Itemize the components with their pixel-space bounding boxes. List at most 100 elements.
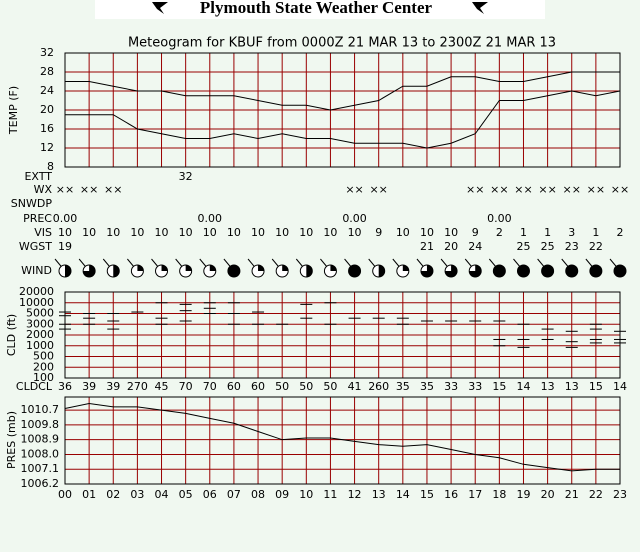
sky-cover: [65, 265, 71, 277]
x-tick-label: 12: [348, 488, 362, 501]
row-value: 50: [323, 380, 337, 393]
sky-cover: [469, 265, 482, 277]
row-value: ××: [80, 183, 98, 196]
sky-cover: [185, 265, 192, 271]
y-tick-label: 1007.1: [21, 462, 60, 475]
x-tick-label: 23: [613, 488, 627, 501]
sky-cover: [330, 265, 337, 271]
y-tick-label: 10000: [19, 296, 54, 309]
y-tick-label: 200: [33, 360, 54, 373]
row-value: 1: [544, 226, 551, 239]
row-value: 10: [155, 226, 169, 239]
row-label: WX: [34, 183, 53, 196]
row-value: 1: [520, 226, 527, 239]
series-line: [64, 403, 620, 472]
row-label: PREC: [23, 212, 52, 225]
x-tick-label: 19: [516, 488, 530, 501]
sky-cover: [565, 265, 578, 277]
x-tick-label: 03: [130, 488, 144, 501]
row-value: 21: [420, 240, 434, 253]
sky-cover: [306, 265, 313, 277]
plot-frame: [64, 291, 621, 379]
row-value: 41: [348, 380, 362, 393]
row-value: ××: [369, 183, 387, 196]
row-value: 9: [472, 226, 479, 239]
x-tick-label: 08: [251, 488, 265, 501]
row-value: 50: [275, 380, 289, 393]
y-tick-label: 1000: [26, 339, 54, 352]
row-value: 10: [323, 226, 337, 239]
x-tick-label: 22: [589, 488, 603, 501]
sky-cover: [348, 265, 361, 277]
sky-cover: [517, 265, 530, 277]
row-value: 60: [251, 380, 265, 393]
x-tick-label: 05: [179, 488, 193, 501]
y-tick-label: 1008.0: [21, 447, 60, 460]
row-value: 25: [541, 240, 555, 253]
sky-cover: [378, 265, 385, 277]
sky-cover: [161, 265, 168, 271]
row-value: 70: [179, 380, 193, 393]
header-box: [95, 0, 545, 19]
row-value: 39: [82, 380, 96, 393]
y-tick-label: 1006.2: [21, 477, 60, 490]
x-tick-label: 04: [155, 488, 169, 501]
sky-cover: [493, 265, 506, 277]
y-tick-label: 16: [40, 122, 54, 135]
y-tick-label: 8: [47, 160, 54, 173]
y-tick-label: 3000: [26, 317, 54, 330]
row-value: 23: [565, 240, 579, 253]
row-label: WGST: [19, 240, 52, 253]
y-tick-label: 20000: [19, 285, 54, 298]
row-value: ××: [587, 183, 605, 196]
row-value: 33: [468, 380, 482, 393]
row-value: 45: [155, 380, 169, 393]
row-value: 10: [444, 226, 458, 239]
row-value: ××: [611, 183, 629, 196]
row-label: WIND: [21, 264, 52, 277]
meteogram-title: Meteogram for KBUF from 0000Z 21 MAR 13 …: [128, 36, 556, 51]
series-line: [65, 71, 620, 111]
row-value: 14: [613, 380, 627, 393]
x-tick-label: 00: [58, 488, 72, 501]
row-label: SNWDP: [11, 197, 53, 210]
row-value: 20: [444, 240, 458, 253]
y-tick-label: 2000: [26, 328, 54, 341]
sky-cover: [209, 265, 216, 271]
row-value: 260: [368, 380, 389, 393]
row-value: 15: [589, 380, 603, 393]
row-value: 15: [492, 380, 506, 393]
row-label: EXTT: [24, 170, 52, 183]
row-value: ××: [56, 183, 74, 196]
sky-cover: [258, 265, 265, 271]
row-value: 14: [516, 380, 530, 393]
row-value: 0.00: [198, 212, 223, 225]
row-value: 10: [179, 226, 193, 239]
row-value: 36: [58, 380, 72, 393]
row-value: 13: [541, 380, 555, 393]
x-tick-label: 16: [444, 488, 458, 501]
row-value: 270: [127, 380, 148, 393]
plot-frame: [64, 52, 621, 168]
sky-cover: [113, 265, 120, 277]
sky-cover: [445, 265, 458, 277]
row-value: 10: [420, 226, 434, 239]
y-tick-label: 100: [33, 371, 54, 384]
row-value: 10: [58, 226, 72, 239]
row-value: ××: [490, 183, 508, 196]
y-tick-label: 20: [40, 103, 54, 116]
row-value: ××: [514, 183, 532, 196]
x-tick-label: 01: [82, 488, 96, 501]
y-tick-label: 24: [40, 84, 54, 97]
row-value: 22: [589, 240, 603, 253]
series-line: [65, 90, 621, 149]
x-tick-label: 13: [372, 488, 386, 501]
row-value: 35: [420, 380, 434, 393]
y-axis-label: PRES (mb): [5, 411, 18, 469]
row-value: ××: [563, 183, 581, 196]
x-tick-label: 21: [565, 488, 579, 501]
x-tick-label: 10: [299, 488, 313, 501]
sky-cover: [402, 265, 409, 271]
